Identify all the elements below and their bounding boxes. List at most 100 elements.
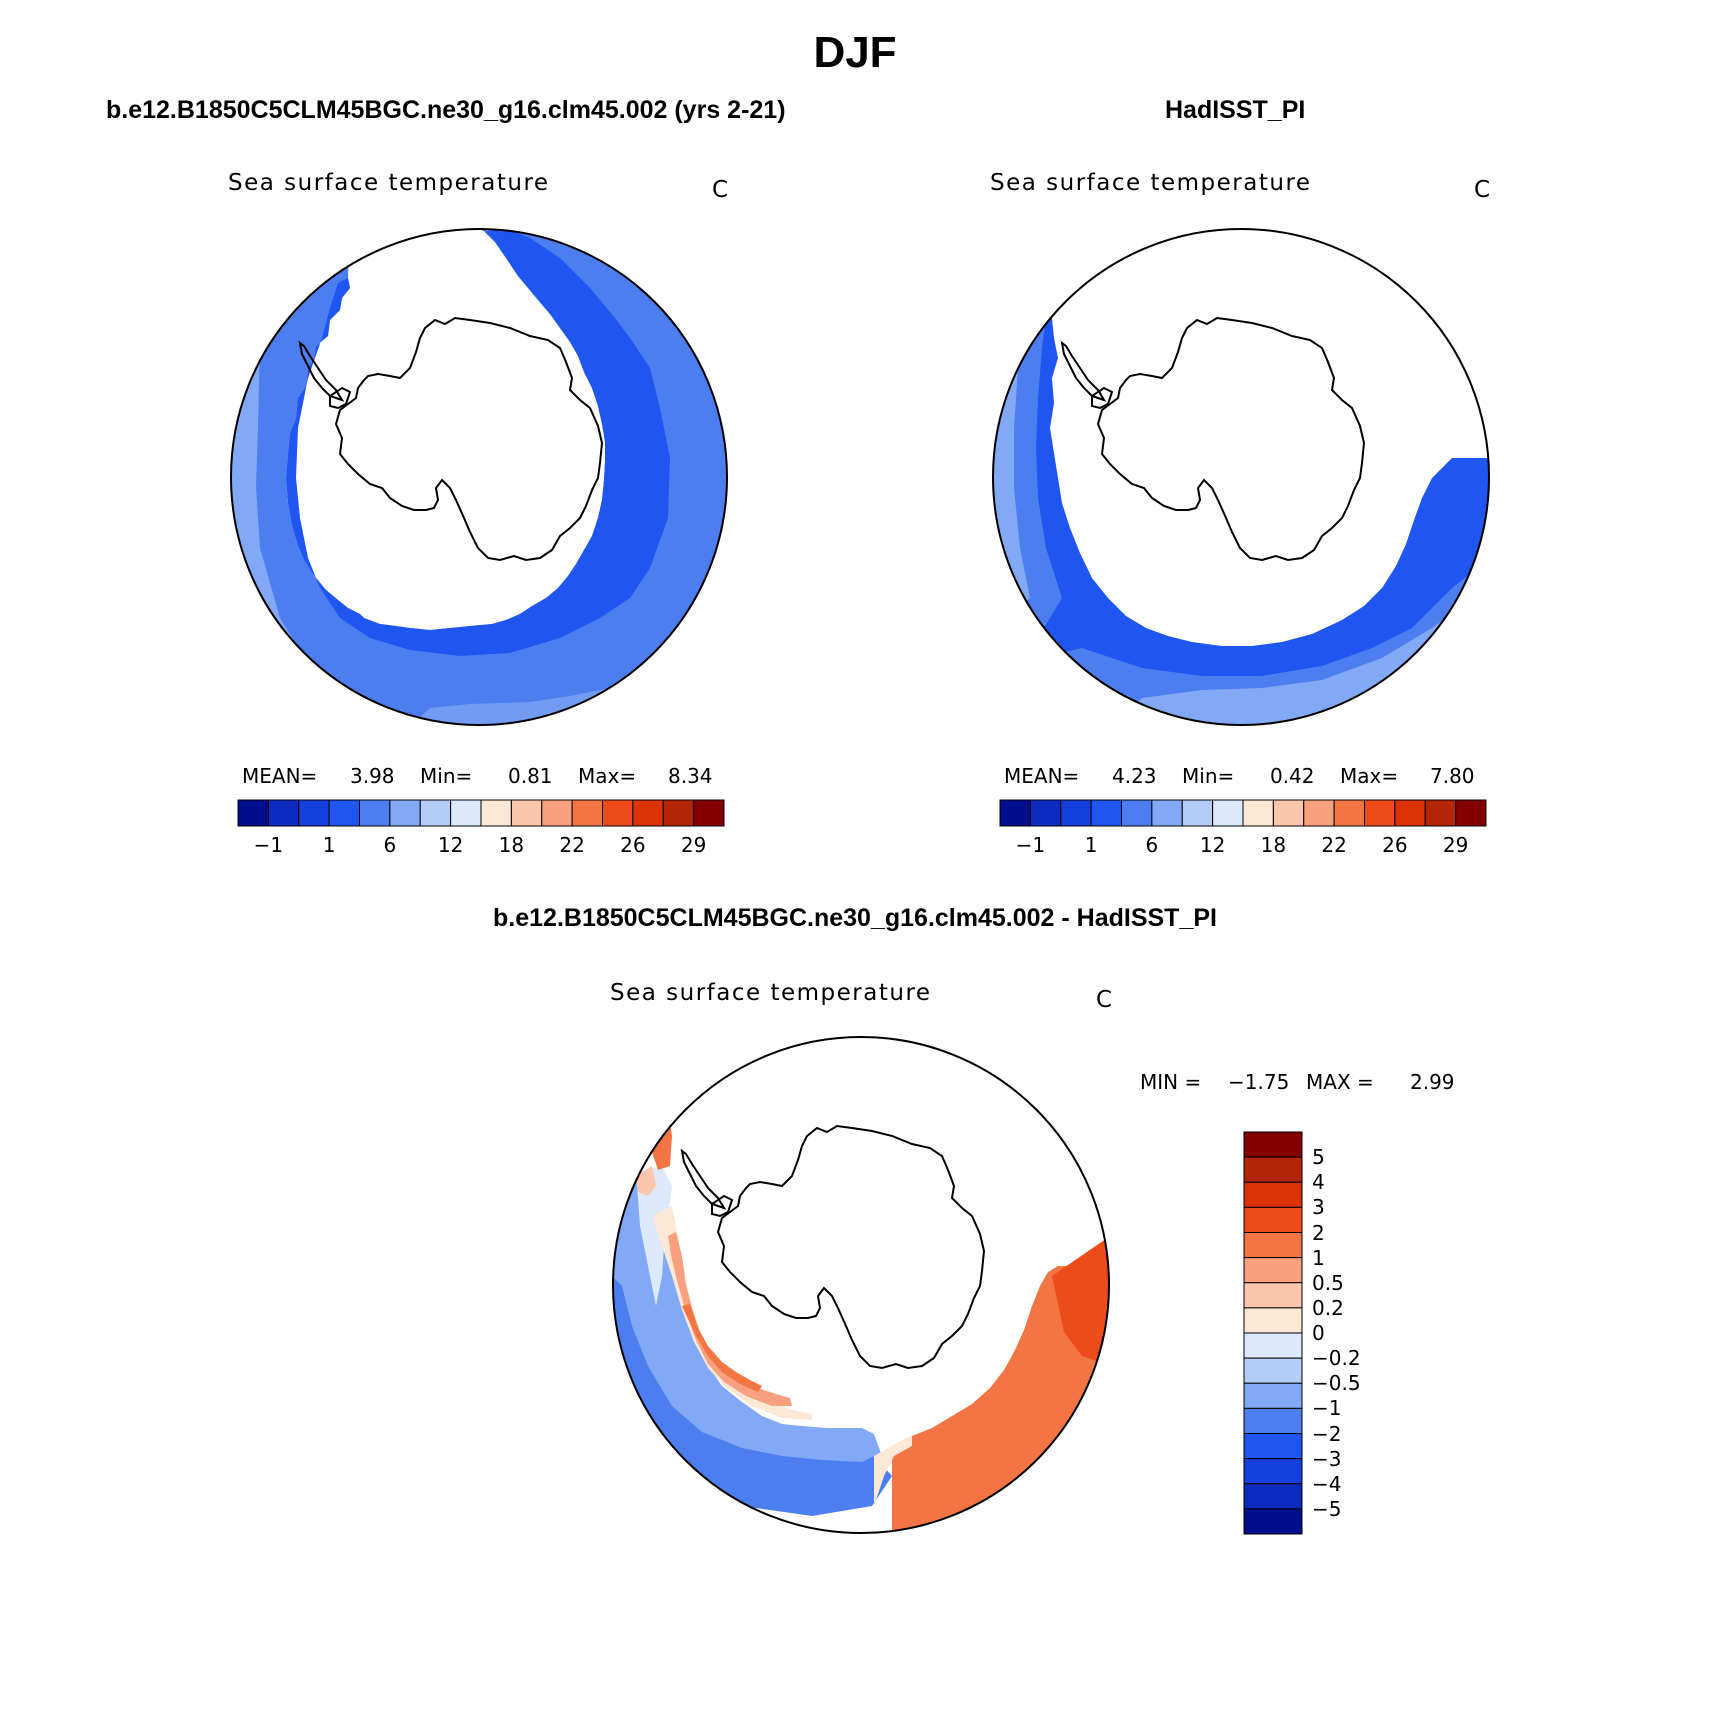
difference-cb-tick: −5 xyxy=(1312,1496,1342,1521)
colorbar-swatch xyxy=(1455,799,1487,827)
colorbar-swatch xyxy=(999,799,1031,827)
colorbar-swatch xyxy=(298,799,330,827)
difference-antarctica-coastline xyxy=(716,1124,986,1370)
difference-cb-tick: 3 xyxy=(1312,1195,1325,1220)
colorbar-swatch xyxy=(1243,1156,1303,1183)
panel2-weddell-coast xyxy=(1091,386,1114,410)
difference-cb-tick: −3 xyxy=(1312,1446,1342,1471)
colorbar-swatch xyxy=(267,799,300,827)
difference-west-lightblue-inner xyxy=(636,1166,672,1306)
panel2-min-label: Min= xyxy=(1182,764,1235,788)
colorbar-swatch xyxy=(1243,1508,1303,1535)
colorbar-swatch xyxy=(1243,1433,1303,1460)
colorbar-swatch xyxy=(450,799,482,827)
colorbar-swatch xyxy=(602,799,634,827)
panel2-units-label: C xyxy=(1474,177,1491,203)
difference-north-pale-patch xyxy=(636,1166,656,1196)
colorbar-swatch xyxy=(1090,799,1122,827)
colorbar-swatch xyxy=(541,799,573,827)
panel1-mean-label: MEAN= xyxy=(242,764,318,788)
panel1-cb-tick: 29 xyxy=(680,833,707,857)
panel2-title: HadISST_PI xyxy=(1165,96,1306,124)
colorbar-swatch xyxy=(1243,1232,1303,1259)
colorbar-swatch xyxy=(1181,799,1214,827)
colorbar-swatch xyxy=(1303,799,1335,827)
panel1-cb-tick: 26 xyxy=(620,833,646,857)
colorbar-swatch xyxy=(480,799,512,827)
difference-west-pale-band xyxy=(652,1206,812,1420)
colorbar-swatch xyxy=(1243,1332,1303,1359)
difference-max-label: MAX = xyxy=(1306,1070,1374,1094)
panel1-cb-tick: 18 xyxy=(498,833,525,857)
panel2-colorbar xyxy=(999,799,1487,827)
colorbar-swatch xyxy=(389,799,421,827)
difference-peninsula-coastline xyxy=(680,1148,727,1210)
panel1-cb-tick: 6 xyxy=(383,833,397,857)
difference-colorbar xyxy=(1243,1131,1303,1535)
panel1-colorbar xyxy=(237,799,725,827)
colorbar-swatch xyxy=(1243,1257,1303,1284)
panel2-cb-tick: 1 xyxy=(1084,833,1098,857)
panel2-min-value: 0.42 xyxy=(1270,764,1315,788)
panel1-weddell-coast xyxy=(329,386,352,410)
panel1-peninsula-coastline xyxy=(298,340,345,402)
colorbar-swatch xyxy=(1060,799,1092,827)
difference-cb-tick: 0.2 xyxy=(1312,1295,1344,1320)
difference-title: b.e12.B1850C5CLM45BGC.ne30_g16.clm45.002… xyxy=(493,904,1217,932)
panel1-ocean-band-inner xyxy=(286,229,670,656)
panel2-cb-tick: 29 xyxy=(1442,833,1469,857)
panel2-cb-tick: 6 xyxy=(1145,833,1159,857)
colorbar-swatch xyxy=(1121,799,1153,827)
panel1-colorbar-ticks: −1 1 6 12 18 22 26 29 xyxy=(238,833,724,859)
colorbar-swatch xyxy=(1243,1307,1303,1334)
difference-cb-tick: −4 xyxy=(1312,1471,1342,1496)
colorbar-swatch xyxy=(237,799,269,827)
colorbar-swatch xyxy=(693,799,725,827)
colorbar-swatch xyxy=(328,799,360,827)
panel2-ocean-band xyxy=(993,308,1489,725)
panel1-min-label: Min= xyxy=(420,764,473,788)
difference-cb-tick: −0.2 xyxy=(1312,1346,1361,1371)
difference-max-value: 2.99 xyxy=(1410,1070,1455,1094)
colorbar-swatch xyxy=(632,799,664,827)
colorbar-swatch xyxy=(1243,1357,1303,1384)
difference-cb-tick: 5 xyxy=(1312,1145,1325,1170)
panel2-peninsula-coastline xyxy=(1060,340,1107,402)
difference-map xyxy=(612,1036,1110,1534)
panel1-units-label: C xyxy=(712,177,729,203)
panel1-antarctica-coastline xyxy=(334,316,604,562)
difference-cb-tick: −0.5 xyxy=(1312,1371,1361,1396)
panel1-max-label: Max= xyxy=(578,764,637,788)
panel1-title: b.e12.B1850C5CLM45BGC.ne30_g16.clm45.002… xyxy=(106,96,786,124)
colorbar-swatch xyxy=(1212,799,1244,827)
colorbar-swatch xyxy=(1243,1131,1303,1158)
difference-cb-tick: −1 xyxy=(1312,1396,1342,1421)
difference-cb-tick: 0 xyxy=(1312,1321,1325,1345)
panel2-mean-value: 4.23 xyxy=(1112,764,1157,788)
difference-variable-label: Sea surface temperature xyxy=(610,980,932,1006)
difference-cb-tick: 2 xyxy=(1312,1220,1325,1245)
panel1-cb-tick: 1 xyxy=(322,833,336,857)
panel2-antarctica-coastline xyxy=(1096,316,1366,562)
colorbar-swatch xyxy=(1243,1483,1303,1510)
panel1-cb-tick: 12 xyxy=(437,833,464,857)
panel2-max-label: Max= xyxy=(1340,764,1399,788)
colorbar-swatch xyxy=(1243,1407,1303,1434)
colorbar-swatch xyxy=(1243,1206,1303,1233)
colorbar-swatch xyxy=(1151,799,1183,827)
figure-title: DJF xyxy=(813,28,897,77)
difference-units-label: C xyxy=(1096,987,1113,1013)
colorbar-swatch xyxy=(359,799,391,827)
panel1-max-value: 8.34 xyxy=(668,764,713,788)
colorbar-swatch xyxy=(662,799,695,827)
panel2-cb-tick: 18 xyxy=(1260,833,1287,857)
panel1-map xyxy=(230,228,728,726)
difference-min-label: MIN = xyxy=(1140,1070,1202,1094)
colorbar-swatch xyxy=(1333,799,1365,827)
difference-weddell-coast xyxy=(711,1194,734,1218)
colorbar-swatch xyxy=(1424,799,1457,827)
colorbar-swatch xyxy=(1029,799,1062,827)
difference-min-value: −1.75 xyxy=(1228,1070,1290,1094)
difference-cb-tick: −2 xyxy=(1312,1421,1342,1446)
colorbar-swatch xyxy=(1243,1282,1303,1309)
